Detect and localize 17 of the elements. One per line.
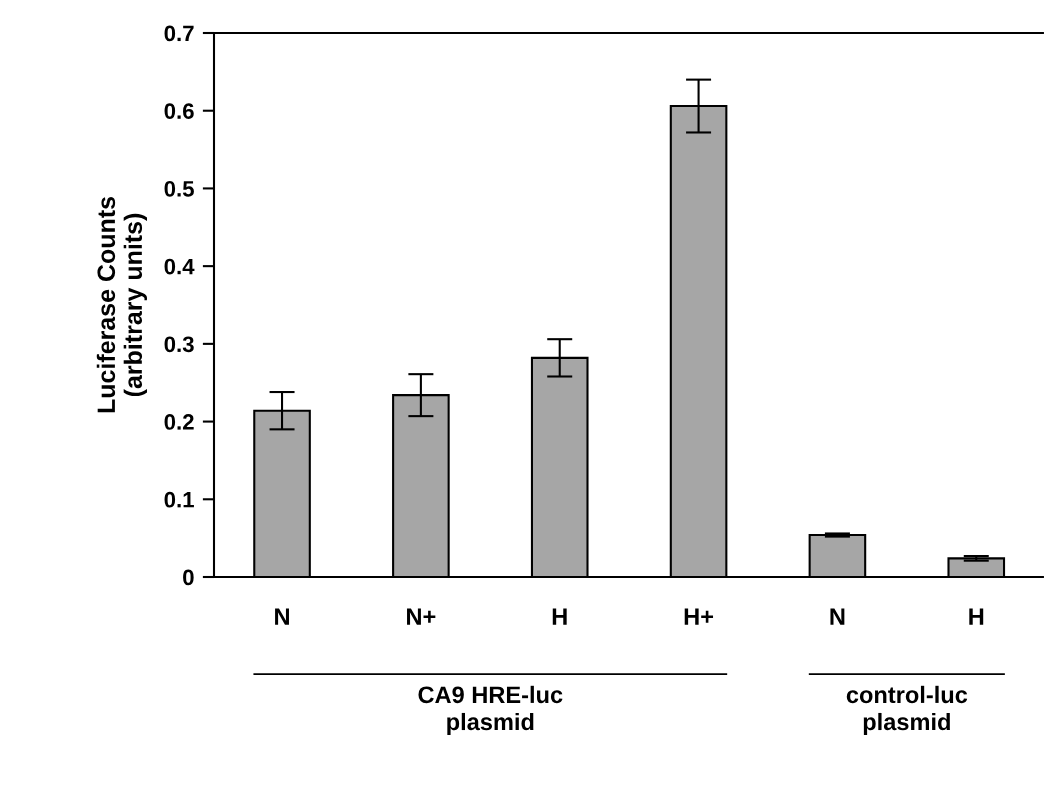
x-tick-label: H+ [684,608,714,625]
y-tick-label: 0 [183,569,194,586]
x-tick-label: H [969,608,984,625]
x-tick-label: N [275,608,289,625]
y-tick-label: 0.2 [164,414,194,430]
y-tick-label: 0.7 [164,25,194,42]
x-tick-label: H [552,608,567,625]
y-tick-label: 0.4 [164,258,195,275]
x-tick-label: N [830,608,845,625]
y-tick-label: 0.3 [164,336,194,353]
text: control-luc plasmid [846,685,968,735]
y-tick-label: 0.6 [164,103,194,119]
text: CA9 HRE-luc plasmid [418,685,563,735]
y-axis-title: Luciferase Counts (arbitrary units) [96,196,147,413]
y-tick-label: 0.1 [164,491,194,508]
x-tick-label: N+ [407,608,436,625]
y-tick-label: 0.5 [164,180,194,197]
